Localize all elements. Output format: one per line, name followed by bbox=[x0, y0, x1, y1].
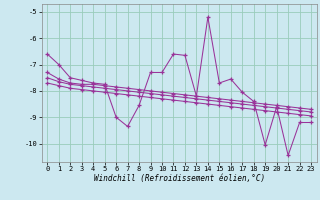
X-axis label: Windchill (Refroidissement éolien,°C): Windchill (Refroidissement éolien,°C) bbox=[94, 174, 265, 183]
